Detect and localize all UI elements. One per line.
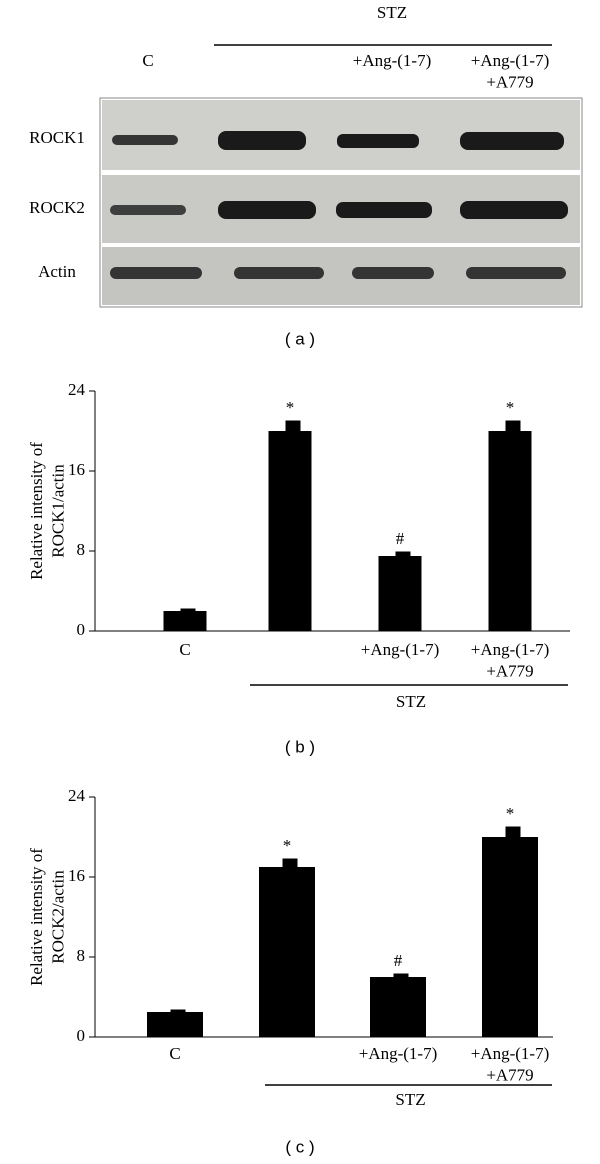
bar <box>378 556 422 631</box>
bar <box>370 977 426 1037</box>
significance-marker: * <box>506 398 515 417</box>
y-tick-label: 16 <box>68 460 85 479</box>
y-tick-label: 16 <box>68 866 85 885</box>
x-tick-label: +Ang-(1-7) <box>361 640 440 659</box>
y-tick-label: 0 <box>77 620 86 639</box>
group-label: STZ <box>377 3 407 22</box>
panel-label: ( a ) <box>285 329 315 348</box>
bar <box>259 867 315 1037</box>
y-axis-label: Relative intensity of ROCK2/actin <box>27 848 67 986</box>
bar <box>163 611 207 631</box>
significance-marker: # <box>394 951 403 970</box>
bar <box>482 837 538 1037</box>
x-tick-label: +Ang-(1-7) +A779 <box>471 640 550 680</box>
bar <box>488 431 532 631</box>
y-tick-label: 24 <box>68 786 86 805</box>
row-label: Actin <box>38 262 76 281</box>
y-tick-label: 0 <box>77 1026 86 1045</box>
significance-marker: * <box>506 804 515 823</box>
y-tick-label: 8 <box>77 946 86 965</box>
error-bar <box>180 608 196 612</box>
x-tick-label: C <box>179 640 190 659</box>
panel-label: ( b ) <box>285 737 315 756</box>
significance-marker: * <box>283 836 292 855</box>
error-bar <box>505 420 521 432</box>
error-bar <box>285 420 301 432</box>
x-tick-label: C <box>169 1044 180 1063</box>
x-tick-label: +Ang-(1-7) <box>359 1044 438 1063</box>
error-bar <box>282 858 298 868</box>
error-bar <box>505 826 521 838</box>
lane-label: +Ang-(1-7) +A779 <box>471 51 550 91</box>
bar <box>268 431 312 631</box>
lane-label: +Ang-(1-7) <box>353 51 432 70</box>
group-label: STZ <box>396 692 426 711</box>
error-bar <box>395 551 411 557</box>
bar <box>147 1012 203 1037</box>
row-label: ROCK1 <box>29 128 85 147</box>
significance-marker: # <box>396 529 405 548</box>
western-blot: STZ C +Ang-(1-7) +Ang-(1-7) +A779 ROCK1 R… <box>29 3 583 348</box>
x-tick-label: +Ang-(1-7) +A779 <box>471 1044 550 1084</box>
group-label: STZ <box>395 1090 425 1109</box>
bands <box>110 131 568 279</box>
row-label: ROCK2 <box>29 198 85 217</box>
y-axis-label: Relative intensity of ROCK1/actin <box>27 442 67 580</box>
panel-label: ( c ) <box>285 1137 314 1156</box>
lane-label: C <box>142 51 153 70</box>
error-bar <box>393 973 409 978</box>
y-tick-label: 8 <box>77 540 86 559</box>
error-bar <box>170 1009 186 1013</box>
significance-marker: * <box>286 398 295 417</box>
y-tick-label: 24 <box>68 380 86 399</box>
